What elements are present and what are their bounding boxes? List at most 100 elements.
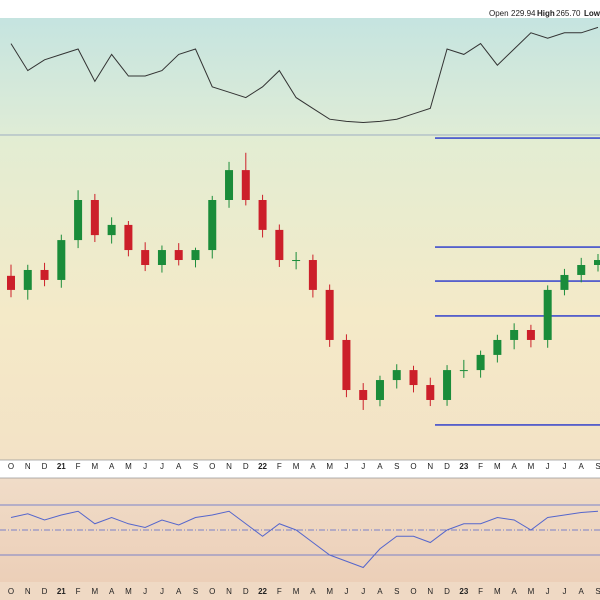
candle-body xyxy=(342,339,351,391)
x-tick-label: A xyxy=(511,587,517,596)
candle-body xyxy=(510,330,519,340)
candle-body xyxy=(292,260,301,262)
axis-strip xyxy=(0,582,600,600)
x-tick-label: F xyxy=(277,587,282,596)
x-tick-label: J xyxy=(143,587,147,596)
x-tick-label: A xyxy=(176,587,182,596)
candle-body xyxy=(208,200,217,251)
x-tick-label: J xyxy=(344,462,348,471)
indicator-line xyxy=(10,26,599,123)
candle-body xyxy=(275,229,284,261)
x-tick-label: J xyxy=(546,587,550,596)
x-tick-label: S xyxy=(394,462,399,471)
x-tick-label: S xyxy=(595,462,600,471)
candle-body xyxy=(7,275,15,290)
x-tick-label: O xyxy=(209,587,215,596)
x-tick-label: A xyxy=(109,462,115,471)
candle-body xyxy=(191,250,200,261)
candle-body xyxy=(543,289,552,340)
x-tick-label: J xyxy=(361,462,365,471)
x-tick-label: N xyxy=(25,587,31,596)
x-tick-label: A xyxy=(176,462,182,471)
x-tick-label: 23 xyxy=(459,462,468,471)
x-tick-label: D xyxy=(444,462,450,471)
candle-body xyxy=(40,269,49,280)
candle-body xyxy=(241,170,250,200)
x-tick-label: S xyxy=(394,587,399,596)
x-tick-label: M xyxy=(125,587,132,596)
x-tick-label: M xyxy=(92,462,99,471)
x-tick-label: D xyxy=(243,462,249,471)
x-tick-label: 21 xyxy=(57,462,66,471)
x-tick-label: J xyxy=(562,462,566,471)
header-label: Open xyxy=(489,9,509,18)
candle-body xyxy=(57,240,66,280)
x-tick-label: N xyxy=(427,587,433,596)
x-tick-label: J xyxy=(562,587,566,596)
candle-body xyxy=(577,265,586,275)
x-tick-label: A xyxy=(310,462,316,471)
x-tick-label: M xyxy=(494,587,501,596)
x-tick-label: 22 xyxy=(258,587,267,596)
candle-body xyxy=(459,370,468,372)
x-tick-label: M xyxy=(293,587,300,596)
candle-body xyxy=(392,370,401,381)
x-tick-label: N xyxy=(25,462,31,471)
candle-body xyxy=(594,260,600,265)
x-tick-label: 22 xyxy=(258,462,267,471)
x-tick-label: S xyxy=(595,587,600,596)
x-tick-label: F xyxy=(478,587,483,596)
x-tick-label: J xyxy=(143,462,147,471)
x-tick-label: S xyxy=(193,462,198,471)
candle-body xyxy=(526,330,535,340)
candle-body xyxy=(174,250,183,261)
x-tick-label: F xyxy=(76,587,81,596)
x-tick-label: M xyxy=(326,462,333,471)
axis-strip xyxy=(0,460,600,475)
x-tick-label: O xyxy=(410,587,416,596)
x-tick-label: J xyxy=(344,587,348,596)
header-value: 265.70 xyxy=(556,9,581,18)
x-tick-label: S xyxy=(193,587,198,596)
x-tick-label: O xyxy=(8,587,14,596)
x-tick-label: O xyxy=(8,462,14,471)
x-tick-label: J xyxy=(160,587,164,596)
candle-body xyxy=(258,200,267,230)
x-tick-label: A xyxy=(579,587,585,596)
x-tick-label: A xyxy=(377,462,383,471)
x-tick-label: 23 xyxy=(459,587,468,596)
x-tick-label: D xyxy=(42,587,48,596)
x-tick-label: J xyxy=(361,587,365,596)
candle-body xyxy=(426,385,435,400)
x-tick-label: M xyxy=(293,462,300,471)
x-tick-label: F xyxy=(76,462,81,471)
x-tick-label: M xyxy=(528,462,535,471)
x-tick-label: M xyxy=(125,462,132,471)
x-tick-label: A xyxy=(579,462,585,471)
x-tick-label: D xyxy=(444,587,450,596)
x-tick-label: A xyxy=(377,587,383,596)
candle-body xyxy=(124,224,133,251)
candle-body xyxy=(74,200,83,241)
x-tick-label: A xyxy=(109,587,115,596)
x-tick-label: 21 xyxy=(57,587,66,596)
x-tick-label: N xyxy=(226,587,232,596)
candle-body xyxy=(476,354,485,371)
candle-body xyxy=(90,200,99,236)
candle-body xyxy=(443,370,452,400)
candle-body xyxy=(141,250,150,265)
indicator-line xyxy=(10,510,599,569)
x-tick-label: A xyxy=(310,587,316,596)
x-tick-label: A xyxy=(511,462,517,471)
candle-body xyxy=(325,289,334,340)
candle-body xyxy=(308,260,317,290)
candle-body xyxy=(409,370,418,386)
x-tick-label: D xyxy=(243,587,249,596)
candle-body xyxy=(225,170,234,200)
x-tick-label: D xyxy=(42,462,48,471)
x-tick-label: M xyxy=(528,587,535,596)
x-tick-label: F xyxy=(277,462,282,471)
candle-body xyxy=(359,390,368,400)
main-panel xyxy=(0,135,600,460)
